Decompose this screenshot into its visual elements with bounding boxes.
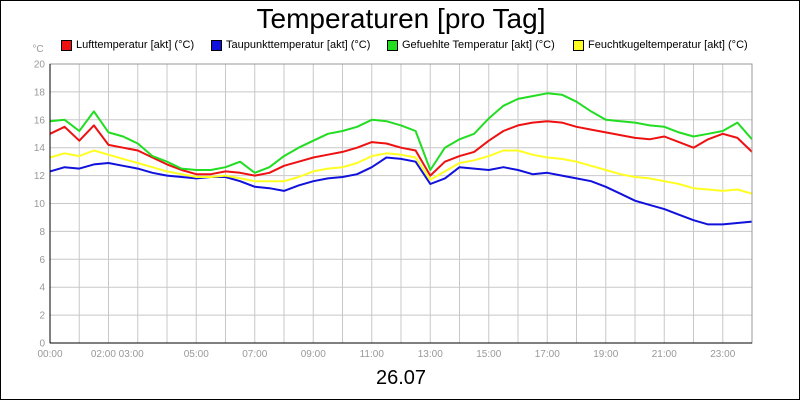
y-tick-label: 6 xyxy=(39,255,45,266)
series-line-3 xyxy=(49,92,753,174)
legend-swatch xyxy=(387,39,398,51)
chart-title: Temperaturen [pro Tag] xyxy=(256,3,546,34)
x-tick-label: 23:00 xyxy=(710,349,735,360)
y-axis-unit: °C xyxy=(32,44,43,55)
y-tick-label: 16 xyxy=(34,115,46,126)
x-tick-label: 11:00 xyxy=(360,349,385,360)
x-tick-label: 00:00 xyxy=(37,349,62,360)
y-tick-label: 0 xyxy=(39,339,45,350)
x-tick-label: 05:00 xyxy=(184,349,209,360)
legend-label: Feuchtkugeltemperatur [akt] (°C) xyxy=(588,39,748,51)
y-tick-label: 4 xyxy=(39,283,45,294)
x-tick-label: 21:00 xyxy=(652,349,677,360)
legend-label: Gefuehlte Temperatur [akt] (°C) xyxy=(402,39,555,51)
series-line-1 xyxy=(49,120,753,177)
series-line-2 xyxy=(49,156,753,226)
y-tick-label: 12 xyxy=(34,171,46,182)
y-tick-label: 14 xyxy=(34,143,46,154)
x-tick-label: 15:00 xyxy=(476,349,501,360)
y-tick-label: 18 xyxy=(34,87,46,98)
x-tick-label: 09:00 xyxy=(301,349,326,360)
series-line-4 xyxy=(49,149,753,195)
y-tick-label: 2 xyxy=(39,311,45,322)
legend-item: Taupunkttemperatur [akt] (°C) xyxy=(211,39,370,51)
x-tick-label: 17:00 xyxy=(535,349,560,360)
legend-item: Gefuehlte Temperatur [akt] (°C) xyxy=(387,39,555,51)
x-axis-label: 26.07 xyxy=(375,367,427,389)
legend-item: Feuchtkugeltemperatur [akt] (°C) xyxy=(573,39,748,51)
x-tick-label: 02:00 03:00 xyxy=(91,349,144,360)
x-tick-label: 13:00 xyxy=(418,349,443,360)
x-tick-label: 19:00 xyxy=(593,349,618,360)
x-tick-label: 07:00 xyxy=(242,349,267,360)
legend-label: Lufttemperatur [akt] (°C) xyxy=(76,39,195,51)
y-tick-label: 20 xyxy=(34,60,46,71)
legend-swatch xyxy=(211,39,222,51)
legend-label: Taupunkttemperatur [akt] (°C) xyxy=(226,39,371,51)
legend-item: Lufttemperatur [akt] (°C) xyxy=(61,39,194,51)
y-tick-label: 10 xyxy=(34,199,46,210)
y-tick-label: 8 xyxy=(39,227,45,238)
legend-swatch xyxy=(61,39,72,51)
legend-swatch xyxy=(573,39,584,51)
